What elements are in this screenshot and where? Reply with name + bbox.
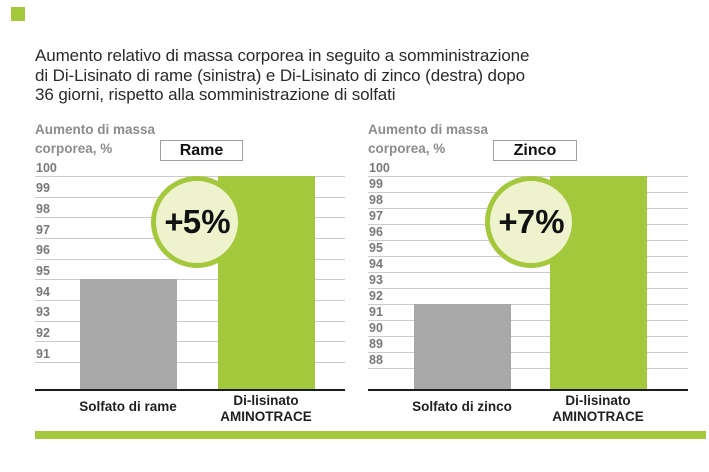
y-tick-label: 98 <box>36 201 50 216</box>
metal-label-box: Zinco <box>493 140 577 161</box>
page-title-line2: di Di-Lisinato di rame (sinistra) e Di-L… <box>35 65 525 85</box>
y-tick-label: 100 <box>36 160 57 175</box>
bottom-accent-bar <box>35 431 706 439</box>
y-tick-label: 92 <box>36 325 50 340</box>
y-tick-label: 96 <box>369 224 383 239</box>
brand-square-mark <box>11 7 25 21</box>
y-tick-label: 95 <box>36 263 50 278</box>
y-tick-label: 99 <box>36 181 50 196</box>
bar-solfato <box>79 279 177 390</box>
category-label: Di-lisinato AMINOTRACE <box>552 393 644 424</box>
y-tick-label: 97 <box>36 222 50 237</box>
grid-line <box>368 288 688 290</box>
x-axis-line <box>35 389 345 391</box>
x-axis-line <box>368 389 688 391</box>
page-title: Aumento relativo di massa corporea in se… <box>35 46 655 105</box>
y-tick-label: 97 <box>369 208 383 223</box>
category-label: Solfato di zinco <box>412 399 512 414</box>
y-tick-label: 91 <box>369 304 383 319</box>
y-tick-label: 94 <box>369 256 383 271</box>
category-label: Solfato di rame <box>79 399 177 414</box>
grid-line <box>368 336 688 338</box>
grid-line <box>368 304 688 306</box>
grid-line <box>368 272 688 274</box>
bar-solfato <box>413 304 511 390</box>
grid-line <box>368 352 688 354</box>
y-tick-label: 99 <box>369 176 383 191</box>
axis-caption: Aumento di massa corporea, % <box>368 122 489 156</box>
grid-line <box>368 368 688 370</box>
grid-line <box>368 320 688 322</box>
grid-line <box>35 320 345 322</box>
y-tick-label: 94 <box>36 284 50 299</box>
y-tick-label: 93 <box>369 272 383 287</box>
y-tick-label: 90 <box>369 320 383 335</box>
increase-badge: +5 % <box>151 176 243 268</box>
y-tick-label: 89 <box>369 336 383 351</box>
increase-badge: +7 % <box>485 176 577 268</box>
y-tick-label: 96 <box>36 243 50 258</box>
grid-line <box>35 279 345 281</box>
y-tick-label: 95 <box>369 240 383 255</box>
metal-label-box: Rame <box>160 140 243 161</box>
page-title-line3: 36 giorni, rispetto alla somministrazion… <box>35 85 396 104</box>
category-label: Di-lisinato AMINOTRACE <box>220 393 312 424</box>
y-tick-label: 93 <box>36 305 50 320</box>
y-tick-label: 88 <box>369 352 383 367</box>
grid-line <box>35 300 345 302</box>
y-tick-label: 100 <box>369 160 390 175</box>
grid-line <box>35 341 345 343</box>
page-title-line1: Aumento relativo di massa corporea in se… <box>35 46 530 65</box>
y-tick-label: 92 <box>369 288 383 303</box>
y-tick-label: 98 <box>369 192 383 207</box>
grid-line <box>35 362 345 364</box>
y-tick-label: 91 <box>36 346 50 361</box>
axis-caption: Aumento di massa corporea, % <box>35 122 156 156</box>
